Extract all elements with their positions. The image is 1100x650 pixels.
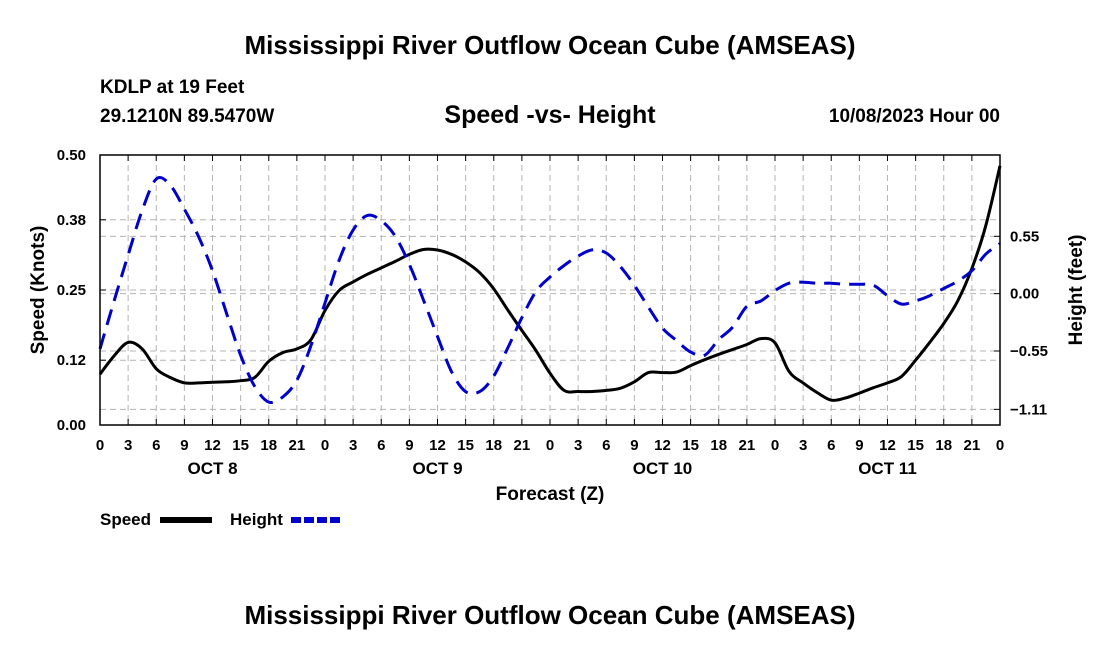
x-axis-title: Forecast (Z) (496, 484, 605, 505)
y-tick-label-right: −1.11 (1010, 401, 1047, 418)
x-tick-label: 21 (739, 437, 756, 454)
x-tick-label: 12 (654, 437, 671, 454)
x-tick-label: 21 (289, 437, 306, 454)
x-day-label: OCT 8 (187, 459, 237, 478)
y-tick-label-left: 0.25 (57, 282, 86, 299)
x-tick-label: 3 (799, 437, 807, 454)
grid (100, 155, 1000, 425)
y-tick-label-left: 0.12 (57, 352, 86, 369)
series-line-height (98, 176, 1001, 405)
x-tick-label: 6 (602, 437, 610, 454)
chart-title: Mississippi River Outflow Ocean Cube (AM… (244, 30, 856, 60)
legend-label-height: Height (230, 510, 283, 529)
footer-title: Mississippi River Outflow Ocean Cube (AM… (244, 600, 856, 630)
x-tick-label: 3 (124, 437, 132, 454)
x-tick-label: 6 (152, 437, 160, 454)
x-tick-label: 12 (879, 437, 896, 454)
x-tick-label: 15 (907, 437, 924, 454)
location-label: 29.1210N 89.5470W (100, 106, 275, 127)
x-tick-label: 12 (429, 437, 446, 454)
x-tick-label: 9 (180, 437, 188, 454)
datetime-label: 10/08/2023 Hour 00 (828, 106, 1000, 127)
y-tick-label-right: −0.55 (1010, 343, 1048, 360)
legend: Speed Height (100, 510, 343, 529)
x-tick-label: 3 (349, 437, 357, 454)
x-tick-label: 18 (485, 437, 502, 454)
x-tick-label: 6 (377, 437, 385, 454)
y-axis-right-title: Height (feet) (1066, 235, 1087, 346)
x-day-label: OCT 11 (858, 459, 917, 478)
x-tick-label: 15 (232, 437, 249, 454)
x-tick-label: 0 (996, 437, 1004, 454)
chart-subtitle: Speed -vs- Height (444, 101, 656, 129)
x-tick-label: 21 (514, 437, 531, 454)
x-tick-label: 0 (96, 437, 104, 454)
x-tick-label: 9 (855, 437, 863, 454)
series-layer (98, 165, 1002, 405)
axes: 0 3 6 9 12 15 18 21 0 3 6 9 12 15 18 21 0 3 6 9 12 15 18 21 0 3 6 9… (57, 147, 1048, 478)
x-tick-label: 6 (827, 437, 835, 454)
x-tick-label: 12 (204, 437, 221, 454)
x-tick-label: 15 (457, 437, 474, 454)
x-tick-label: 9 (405, 437, 413, 454)
x-tick-label: 0 (546, 437, 554, 454)
x-tick-label: 18 (935, 437, 952, 454)
x-tick-label: 18 (710, 437, 727, 454)
legend-label-speed: Speed (100, 510, 151, 529)
x-tick-label: 0 (771, 437, 779, 454)
y-tick-label-right: 0.55 (1010, 228, 1039, 245)
x-day-label: OCT 9 (412, 459, 462, 478)
y-tick-label-left: 0.00 (57, 417, 86, 434)
station-label: KDLP at 19 Feet (100, 77, 245, 98)
x-tick-label: 18 (260, 437, 277, 454)
y-tick-label-left: 0.38 (57, 212, 86, 229)
x-tick-label: 0 (321, 437, 329, 454)
x-tick-label: 15 (682, 437, 699, 454)
y-tick-label-left: 0.50 (57, 147, 86, 164)
x-tick-label: 21 (964, 437, 981, 454)
y-tick-label-right: 0.00 (1010, 286, 1039, 303)
x-tick-label: 9 (630, 437, 638, 454)
y-axis-left-title: Speed (Knots) (28, 226, 49, 355)
x-day-label: OCT 10 (633, 459, 693, 478)
x-tick-label: 3 (574, 437, 582, 454)
